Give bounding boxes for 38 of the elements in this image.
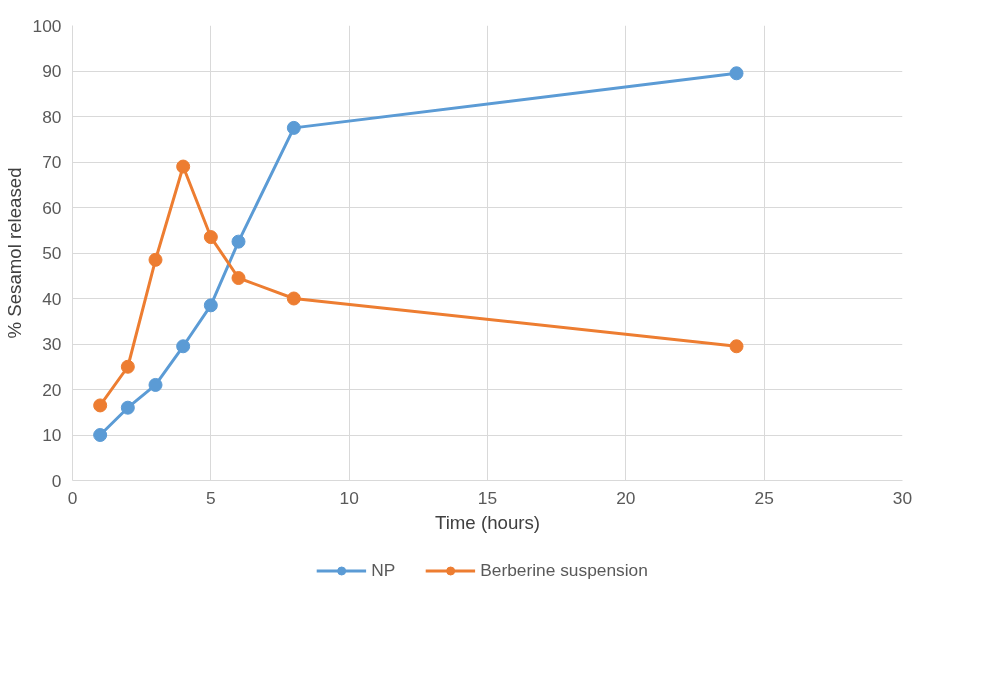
point xyxy=(93,398,108,413)
y-tick-label: 0 xyxy=(51,470,62,491)
x-tick-label: 20 xyxy=(616,487,636,508)
y-tick-label: 90 xyxy=(42,61,62,81)
point xyxy=(148,252,163,267)
y-tick-label: 40 xyxy=(42,288,62,309)
point xyxy=(176,159,191,174)
y-tick-label: 100 xyxy=(32,15,62,36)
x-tick-label: 30 xyxy=(892,487,913,508)
point xyxy=(176,339,191,354)
x-tick-label: 0 xyxy=(67,487,78,508)
point xyxy=(286,120,301,135)
y-tick-label: 50 xyxy=(42,243,62,263)
point xyxy=(203,298,218,313)
point xyxy=(120,359,135,374)
point xyxy=(286,291,301,306)
point xyxy=(148,377,163,392)
point xyxy=(203,230,218,245)
x-tick-label: 10 xyxy=(339,487,359,508)
x-axis-title: Time (hours) xyxy=(434,511,541,533)
point xyxy=(120,400,135,415)
x-tick-label: 15 xyxy=(477,487,498,508)
y-tick-label: 60 xyxy=(42,197,62,218)
y-tick-label: 80 xyxy=(42,106,62,127)
legend-label: NP xyxy=(371,559,396,581)
point xyxy=(231,234,246,249)
y-tick-label: 70 xyxy=(42,152,62,172)
point xyxy=(729,66,744,81)
y-axis-title: % Sesamol released xyxy=(3,167,25,339)
y-tick-label: 20 xyxy=(42,379,62,400)
x-tick-label: 5 xyxy=(206,487,216,508)
legend-label: Berberine suspension xyxy=(480,559,648,581)
y-tick-label: 30 xyxy=(42,334,62,354)
y-tick-label: 10 xyxy=(42,425,62,445)
point xyxy=(93,428,108,442)
x-tick-label: 25 xyxy=(754,487,774,508)
point xyxy=(231,271,246,286)
point xyxy=(729,339,744,354)
